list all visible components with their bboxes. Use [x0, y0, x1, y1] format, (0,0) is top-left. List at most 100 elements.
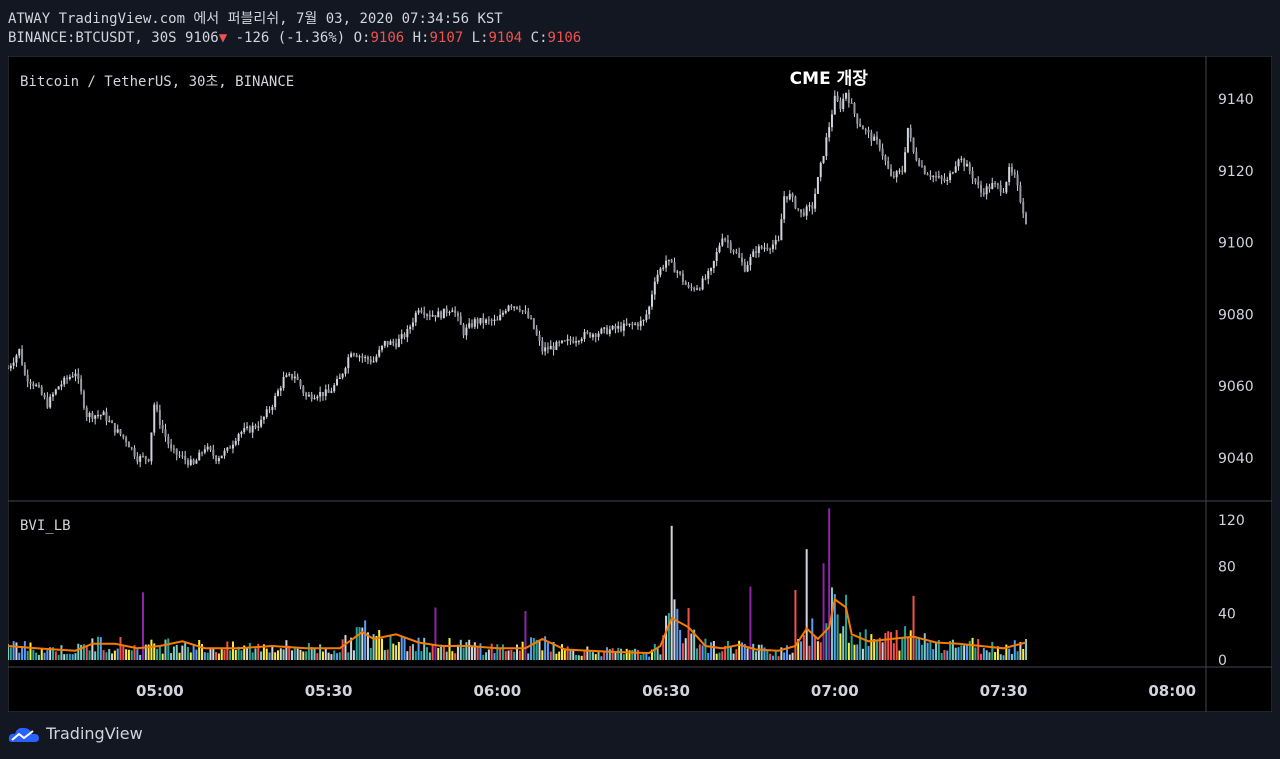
volume-bar [91, 638, 94, 660]
candle-body [113, 423, 116, 433]
volume-bar [963, 645, 966, 660]
candle-body [341, 373, 344, 378]
candle-body [780, 219, 783, 241]
candle-body [198, 452, 201, 461]
volume-bar [794, 590, 797, 660]
volume-bar [971, 637, 974, 660]
candle-body [1025, 213, 1028, 225]
volume-bar [77, 643, 80, 660]
candle-body [220, 455, 223, 459]
candle-body [788, 193, 791, 200]
candle-body [209, 446, 212, 450]
volume-bar [918, 638, 921, 660]
volume-bar [960, 645, 963, 660]
volume-bar [707, 652, 710, 660]
candle-body [501, 312, 504, 315]
candle-body [440, 311, 443, 319]
candle-body [743, 262, 746, 272]
high-value: 9107 [429, 30, 464, 46]
candle-body [836, 95, 839, 101]
volume-bar [665, 615, 668, 660]
candle-body [423, 312, 426, 315]
candle-body [535, 328, 538, 335]
candle-body [195, 460, 198, 464]
candle-body [91, 412, 94, 419]
volume-axis[interactable]: 0 40 80 120 [1218, 513, 1245, 669]
candle-body [980, 184, 983, 193]
volume-bar [459, 639, 462, 660]
volume-bar [54, 651, 57, 660]
volume-bar [12, 641, 15, 660]
chart-container[interactable]: Bitcoin / TetherUS, 30초, BINANCE BVI_LB … [7, 55, 1273, 713]
candle-body [797, 208, 800, 210]
volume-bar [383, 650, 386, 660]
volume-pane-title: BVI_LB [20, 518, 71, 534]
volume-bar [729, 647, 732, 660]
candle-body [122, 434, 125, 438]
volume-bar [884, 633, 887, 660]
volume-bar [634, 648, 637, 660]
candle-body [170, 444, 173, 449]
volume-bar [302, 651, 305, 660]
candle-body [566, 339, 569, 341]
candle-body [282, 376, 285, 389]
volume-bar [690, 633, 693, 660]
volume-bar [156, 648, 159, 660]
candle-body [676, 271, 679, 273]
candle-body [364, 356, 367, 358]
candle-body [611, 326, 614, 330]
volume-bar [839, 633, 842, 660]
candle-body [426, 314, 429, 316]
volume-bar [116, 648, 119, 660]
candle-body [673, 262, 676, 273]
candle-body [7, 368, 9, 370]
candle-body [161, 425, 164, 430]
price-axis[interactable]: 9040 9060 9080 9100 9120 9140 [1218, 92, 1254, 467]
candle-body [459, 316, 462, 325]
volume-bar [26, 650, 29, 660]
candle-body [215, 455, 218, 462]
candle-body [40, 386, 43, 395]
low-value: 9104 [488, 30, 523, 46]
candle-body [88, 412, 91, 418]
candle-body [622, 323, 625, 331]
candle-body [383, 341, 386, 346]
volume-bar [291, 650, 294, 660]
volume-bar [586, 646, 589, 660]
volume-bar [369, 647, 372, 660]
volume-bar [600, 656, 603, 660]
tradingview-logo[interactable]: TradingView [8, 724, 143, 743]
volume-bar [951, 639, 954, 660]
volume-bar [636, 649, 639, 660]
volume-bar [1008, 648, 1011, 660]
volume-bar [350, 637, 353, 660]
volume-bar [847, 642, 850, 660]
candle-body [392, 341, 395, 344]
volume-bar [195, 649, 198, 660]
volume-bar [673, 599, 676, 660]
volume-bar [608, 649, 611, 660]
volume-bar [538, 639, 541, 660]
volume-bar [192, 644, 195, 660]
candle-body [822, 156, 825, 163]
candle-body [650, 294, 653, 307]
candle-body [51, 394, 54, 397]
time-axis[interactable]: 05:00 05:30 06:00 06:30 07:00 07:30 08:00 [136, 682, 1196, 700]
volume-bar [102, 650, 105, 660]
candle-body [141, 456, 144, 458]
volume-bar [988, 652, 991, 660]
volume-bar [875, 639, 878, 660]
volume-bar [490, 643, 493, 660]
volume-bar [178, 652, 181, 660]
volume-bar [999, 654, 1002, 660]
chart-svg[interactable]: Bitcoin / TetherUS, 30초, BINANCE BVI_LB … [7, 55, 1273, 713]
volume-bar [49, 647, 52, 660]
candle-body [642, 320, 645, 322]
candle-body [510, 305, 513, 308]
volume-bar [1022, 648, 1025, 660]
candle-body [1022, 201, 1025, 214]
candle-body [850, 102, 853, 104]
candle-body [718, 245, 721, 252]
candle-body [690, 287, 693, 289]
candle-body [130, 447, 133, 449]
